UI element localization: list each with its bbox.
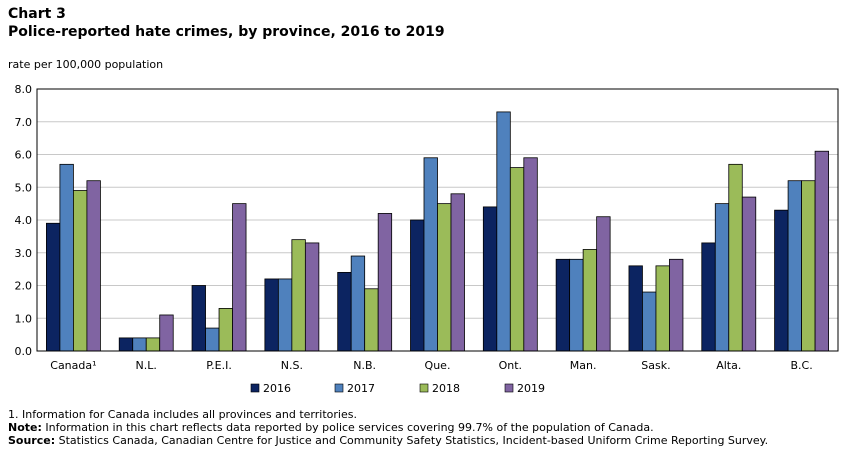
bar-2019	[596, 216, 611, 352]
x-tick-label: Alta.	[716, 359, 741, 372]
legend-swatch-2017	[334, 383, 344, 393]
bar-2016	[46, 222, 61, 352]
title-block: Chart 3 Police-reported hate crimes, by …	[8, 6, 445, 42]
y-tick-label: 8.0	[15, 83, 33, 96]
chart-label: Chart 3	[8, 6, 66, 22]
bar-2017	[496, 111, 511, 352]
bar-2018	[364, 288, 379, 352]
y-tick-label: 5.0	[15, 181, 33, 194]
legend-label-2018: 2018	[432, 382, 460, 395]
legend-swatch-2016	[250, 383, 260, 393]
y-tick-label: 4.0	[15, 214, 33, 227]
y-tick-label: 3.0	[15, 247, 33, 260]
bar-2017	[569, 258, 584, 352]
bar-2017	[205, 327, 220, 352]
bar-2017	[642, 291, 657, 352]
bar-2018	[801, 180, 816, 352]
x-tick-label: P.E.I.	[206, 359, 232, 372]
note-label: Note:	[8, 421, 42, 434]
bar-2018	[145, 337, 161, 352]
chart-title: Police-reported hate crimes, by province…	[8, 24, 445, 40]
x-tick-label: B.C.	[790, 359, 812, 372]
bar-2017	[423, 157, 438, 352]
plot-frame	[36, 88, 839, 352]
bar-2016	[628, 265, 643, 352]
y-tick-label: 0.0	[15, 345, 33, 358]
bar-2017	[350, 255, 366, 352]
y-tick-label: 1.0	[15, 312, 33, 325]
note-text: Information in this chart reflects data …	[41, 421, 654, 434]
bar-2016	[191, 285, 206, 352]
bar-2019	[232, 203, 247, 352]
x-tick-label: N.B.	[353, 359, 376, 372]
note-line: Note: Information in this chart reflects…	[8, 421, 768, 434]
footnote-1: 1. Information for Canada includes all p…	[8, 408, 357, 421]
y-tick-label: 6.0	[15, 149, 33, 162]
bar-2017	[277, 278, 293, 352]
legend-label-2016: 2016	[263, 382, 291, 395]
bar-2019	[741, 196, 757, 352]
bar-2016	[337, 271, 352, 352]
bar-2016	[482, 206, 498, 352]
source-label: Source:	[8, 434, 56, 447]
legend-swatch-2019	[504, 383, 514, 393]
legend-label-2019: 2019	[517, 382, 545, 395]
bar-2018	[291, 239, 306, 352]
legend-swatch-2018	[419, 383, 429, 393]
bar-2017	[714, 203, 730, 352]
bar-2019	[159, 314, 174, 352]
bar-2016	[410, 219, 425, 352]
bar-2018	[509, 167, 525, 352]
bar-2018	[73, 190, 88, 352]
bar-2019	[377, 213, 393, 352]
bar-2019	[669, 258, 684, 352]
footnotes: 1. Information for Canada includes all p…	[8, 408, 768, 447]
x-tick-label: Canada¹	[50, 359, 96, 372]
bar-2018	[728, 163, 743, 352]
x-tick-label: Sask.	[641, 359, 670, 372]
x-tick-label: Ont.	[499, 359, 522, 372]
bar-2017	[132, 337, 147, 352]
bar-2018	[218, 308, 233, 352]
bar-2016	[774, 209, 789, 352]
legend-label-2017: 2017	[347, 382, 375, 395]
x-tick-label: Man.	[570, 359, 597, 372]
bar-2016	[264, 278, 279, 352]
x-tick-label: N.L.	[136, 359, 157, 372]
bar-2017	[59, 163, 74, 352]
bar-2018	[582, 249, 598, 352]
bar-2018	[437, 203, 452, 352]
y-tick-label: 2.0	[15, 280, 33, 293]
x-tick-label: N.S.	[281, 359, 303, 372]
bar-2016	[701, 242, 716, 352]
bar-2016	[555, 258, 571, 352]
bar-2019	[523, 157, 538, 352]
bar-2016	[118, 337, 134, 352]
x-tick-label: Que.	[425, 359, 451, 372]
bar-2018	[655, 265, 670, 352]
bar-2019	[304, 242, 320, 352]
y-axis-unit-label: rate per 100,000 population	[8, 58, 164, 71]
bar-chart: 0.0 1.0 2.0 3.0 4.0 5.0 6.0 7.0 8.0 Canada¹ N.L. P.…	[15, 83, 839, 395]
y-tick-label: 7.0	[15, 116, 33, 129]
bar-2019	[86, 180, 101, 352]
bar-2017	[787, 180, 802, 352]
bar-2019	[814, 150, 829, 352]
source-line: Source: Statistics Canada, Canadian Cent…	[8, 434, 768, 447]
bar-2019	[450, 193, 465, 352]
source-text: Statistics Canada, Canadian Centre for J…	[55, 434, 769, 447]
